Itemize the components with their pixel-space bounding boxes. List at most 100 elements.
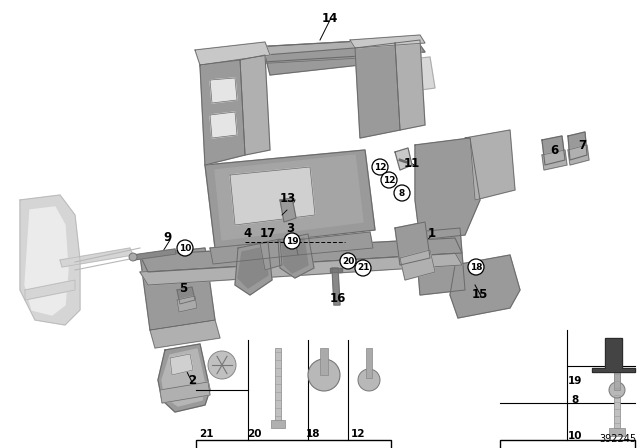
Text: 21: 21 <box>199 429 213 439</box>
Polygon shape <box>465 130 515 200</box>
Polygon shape <box>140 253 462 285</box>
Circle shape <box>372 159 388 175</box>
Text: 14: 14 <box>322 12 338 25</box>
Circle shape <box>177 240 193 256</box>
Polygon shape <box>330 268 342 272</box>
Polygon shape <box>265 48 360 75</box>
Polygon shape <box>162 349 205 406</box>
Polygon shape <box>395 222 430 265</box>
Polygon shape <box>350 35 425 48</box>
Bar <box>320 348 328 375</box>
Polygon shape <box>200 60 245 165</box>
Circle shape <box>358 369 380 391</box>
Circle shape <box>394 185 410 201</box>
Polygon shape <box>200 38 425 65</box>
Polygon shape <box>25 280 75 300</box>
Polygon shape <box>205 150 375 248</box>
Circle shape <box>340 253 356 269</box>
Polygon shape <box>133 249 176 260</box>
Polygon shape <box>278 234 314 278</box>
Polygon shape <box>140 248 215 330</box>
Polygon shape <box>355 43 400 138</box>
Text: 1: 1 <box>428 227 436 240</box>
Polygon shape <box>215 155 363 240</box>
Polygon shape <box>332 268 340 305</box>
Text: 5: 5 <box>179 281 187 294</box>
Polygon shape <box>542 136 565 165</box>
Polygon shape <box>150 320 220 348</box>
Text: 18: 18 <box>470 263 483 271</box>
Bar <box>366 348 372 378</box>
Bar <box>614 370 620 428</box>
Polygon shape <box>210 112 237 138</box>
Polygon shape <box>542 150 567 170</box>
Text: 19: 19 <box>568 376 582 386</box>
Text: 19: 19 <box>285 237 298 246</box>
Bar <box>614 370 620 390</box>
Bar <box>500 440 635 448</box>
Polygon shape <box>415 228 465 295</box>
Polygon shape <box>568 132 587 160</box>
Polygon shape <box>240 55 270 155</box>
Polygon shape <box>158 344 210 412</box>
Text: 13: 13 <box>280 191 296 204</box>
Polygon shape <box>210 240 298 264</box>
Text: 8: 8 <box>399 189 405 198</box>
Polygon shape <box>282 238 308 273</box>
Polygon shape <box>25 207 68 315</box>
Polygon shape <box>230 167 315 225</box>
Circle shape <box>129 253 137 261</box>
Polygon shape <box>280 198 296 222</box>
Text: 20: 20 <box>342 257 354 266</box>
Polygon shape <box>395 148 412 170</box>
Polygon shape <box>568 145 589 165</box>
Bar <box>196 440 391 448</box>
Circle shape <box>308 359 340 391</box>
Text: 6: 6 <box>550 143 558 156</box>
Polygon shape <box>200 38 415 67</box>
Polygon shape <box>235 242 272 295</box>
Text: 15: 15 <box>472 288 488 301</box>
Polygon shape <box>60 248 133 267</box>
Circle shape <box>355 260 371 276</box>
Text: 9: 9 <box>164 231 172 244</box>
Text: 11: 11 <box>404 156 420 169</box>
Text: 10: 10 <box>568 431 582 441</box>
Text: 4: 4 <box>244 227 252 240</box>
Polygon shape <box>295 232 373 255</box>
Polygon shape <box>210 78 237 103</box>
Circle shape <box>381 172 397 188</box>
Text: 12: 12 <box>374 163 387 172</box>
Bar <box>609 428 625 436</box>
Polygon shape <box>415 138 480 240</box>
Text: 8: 8 <box>572 395 579 405</box>
Polygon shape <box>160 382 210 403</box>
Polygon shape <box>20 195 80 325</box>
Polygon shape <box>260 239 282 270</box>
Polygon shape <box>140 238 462 272</box>
Polygon shape <box>395 40 425 130</box>
Text: 12: 12 <box>351 429 365 439</box>
Polygon shape <box>195 42 270 65</box>
Polygon shape <box>177 287 195 304</box>
Bar <box>275 348 281 426</box>
Text: 17: 17 <box>260 227 276 240</box>
Polygon shape <box>177 296 197 312</box>
Text: 12: 12 <box>383 176 396 185</box>
Circle shape <box>609 382 625 398</box>
Text: 21: 21 <box>356 263 369 272</box>
Text: 18: 18 <box>306 429 320 439</box>
Polygon shape <box>170 354 193 375</box>
Circle shape <box>208 351 236 379</box>
Circle shape <box>468 259 484 275</box>
Circle shape <box>284 233 300 249</box>
Text: 16: 16 <box>330 292 346 305</box>
Text: 7: 7 <box>578 138 586 151</box>
Text: 3: 3 <box>286 221 294 234</box>
Text: 2: 2 <box>188 374 196 387</box>
Polygon shape <box>238 247 268 288</box>
Polygon shape <box>400 250 435 280</box>
Text: 20: 20 <box>247 429 261 439</box>
Polygon shape <box>400 57 435 92</box>
Text: 392245: 392245 <box>599 434 636 444</box>
